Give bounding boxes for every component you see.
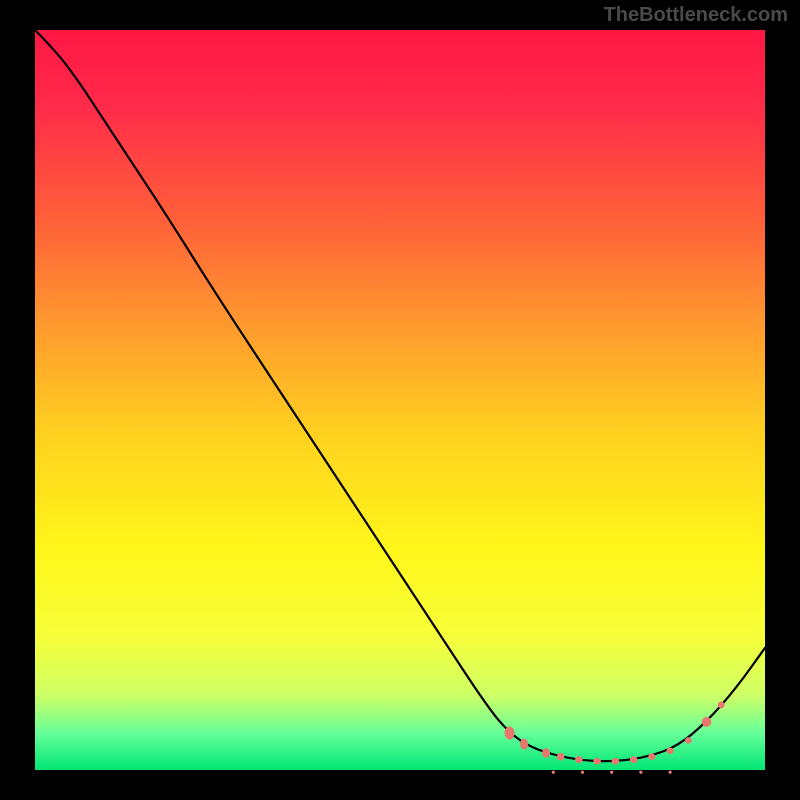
valley-marker <box>630 756 638 763</box>
valley-marker <box>702 717 712 727</box>
valley-marker <box>593 758 601 765</box>
valley-marker <box>575 756 583 763</box>
valley-marker <box>557 753 565 761</box>
valley-marker <box>648 753 655 760</box>
valley-marker <box>612 758 620 765</box>
watermark-text: TheBottleneck.com <box>604 4 788 27</box>
chart-container: TheBottleneck.com <box>0 0 800 800</box>
valley-marker <box>505 727 515 740</box>
tick-marker <box>552 771 555 774</box>
valley-marker <box>667 747 674 754</box>
valley-marker <box>520 739 528 750</box>
tick-marker <box>639 771 642 774</box>
tick-marker <box>669 771 672 774</box>
valley-marker <box>685 737 692 744</box>
valley-marker <box>542 748 550 758</box>
tick-marker <box>581 771 584 774</box>
valley-marker <box>718 701 725 708</box>
bottleneck-chart <box>0 0 800 800</box>
gradient-background <box>35 30 765 770</box>
tick-marker <box>610 771 613 774</box>
